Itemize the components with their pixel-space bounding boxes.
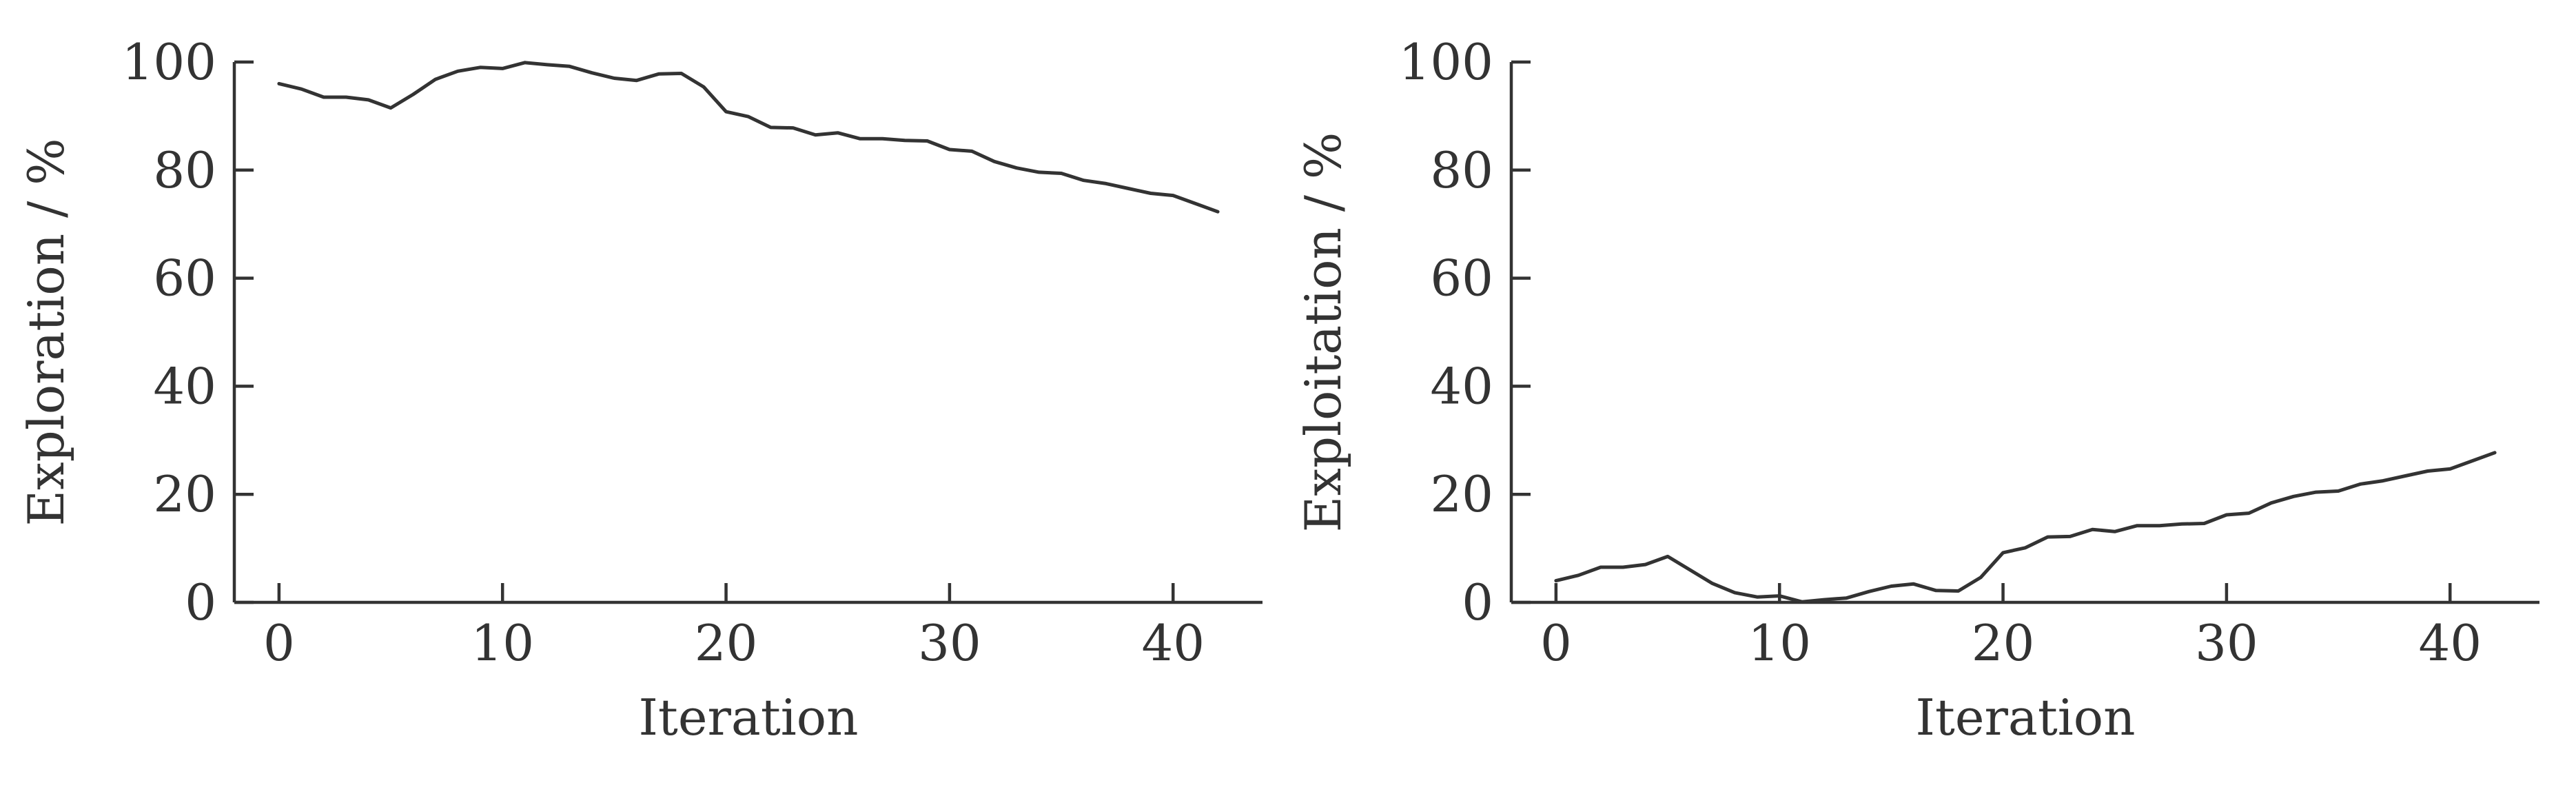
- chart-exploration: 0 20 40 60 80 100 0 10 20 30 40 Iteration Exploratio…: [17, 33, 1263, 746]
- series-line: [277, 61, 1220, 214]
- x-tick-label: 30: [918, 614, 981, 672]
- x-axis-label: Iteration: [638, 689, 858, 746]
- x-tick-label: 10: [471, 614, 534, 672]
- y-tick-label: 100: [1399, 33, 1493, 91]
- y-tick-label: 40: [1430, 357, 1493, 415]
- y-tick-label: 0: [1462, 573, 1493, 631]
- x-tick-label: 20: [1972, 614, 2035, 672]
- y-tick-label: 80: [153, 141, 216, 199]
- y-tick-label: 20: [153, 465, 216, 523]
- y-tick-label: 20: [1430, 465, 1493, 523]
- y-tick-label: 40: [153, 357, 216, 415]
- series-line: [1554, 451, 2497, 604]
- x-tick-label: 10: [1748, 614, 1811, 672]
- chart-exploitation: 0 20 40 60 80 100 0 10 20 30 40 Iteration Exploitati…: [1294, 33, 2539, 746]
- y-tick-label: 60: [1430, 249, 1493, 307]
- y-tick-label: 100: [122, 33, 216, 91]
- y-axis-label: Exploitation / %: [1294, 132, 1352, 533]
- x-tick-label: 30: [2195, 614, 2258, 672]
- x-tick-label: 0: [263, 614, 295, 672]
- x-tick-label: 40: [2418, 614, 2482, 672]
- y-tick-label: 0: [185, 573, 216, 631]
- y-axis-label: Exploration / %: [17, 138, 75, 526]
- x-tick-label: 20: [695, 614, 758, 672]
- y-tick-label: 60: [153, 249, 216, 307]
- y-tick-label: 80: [1430, 141, 1493, 199]
- x-axis-label: Iteration: [1915, 689, 2135, 746]
- x-tick-label: 0: [1540, 614, 1572, 672]
- x-tick-label: 40: [1141, 614, 1205, 672]
